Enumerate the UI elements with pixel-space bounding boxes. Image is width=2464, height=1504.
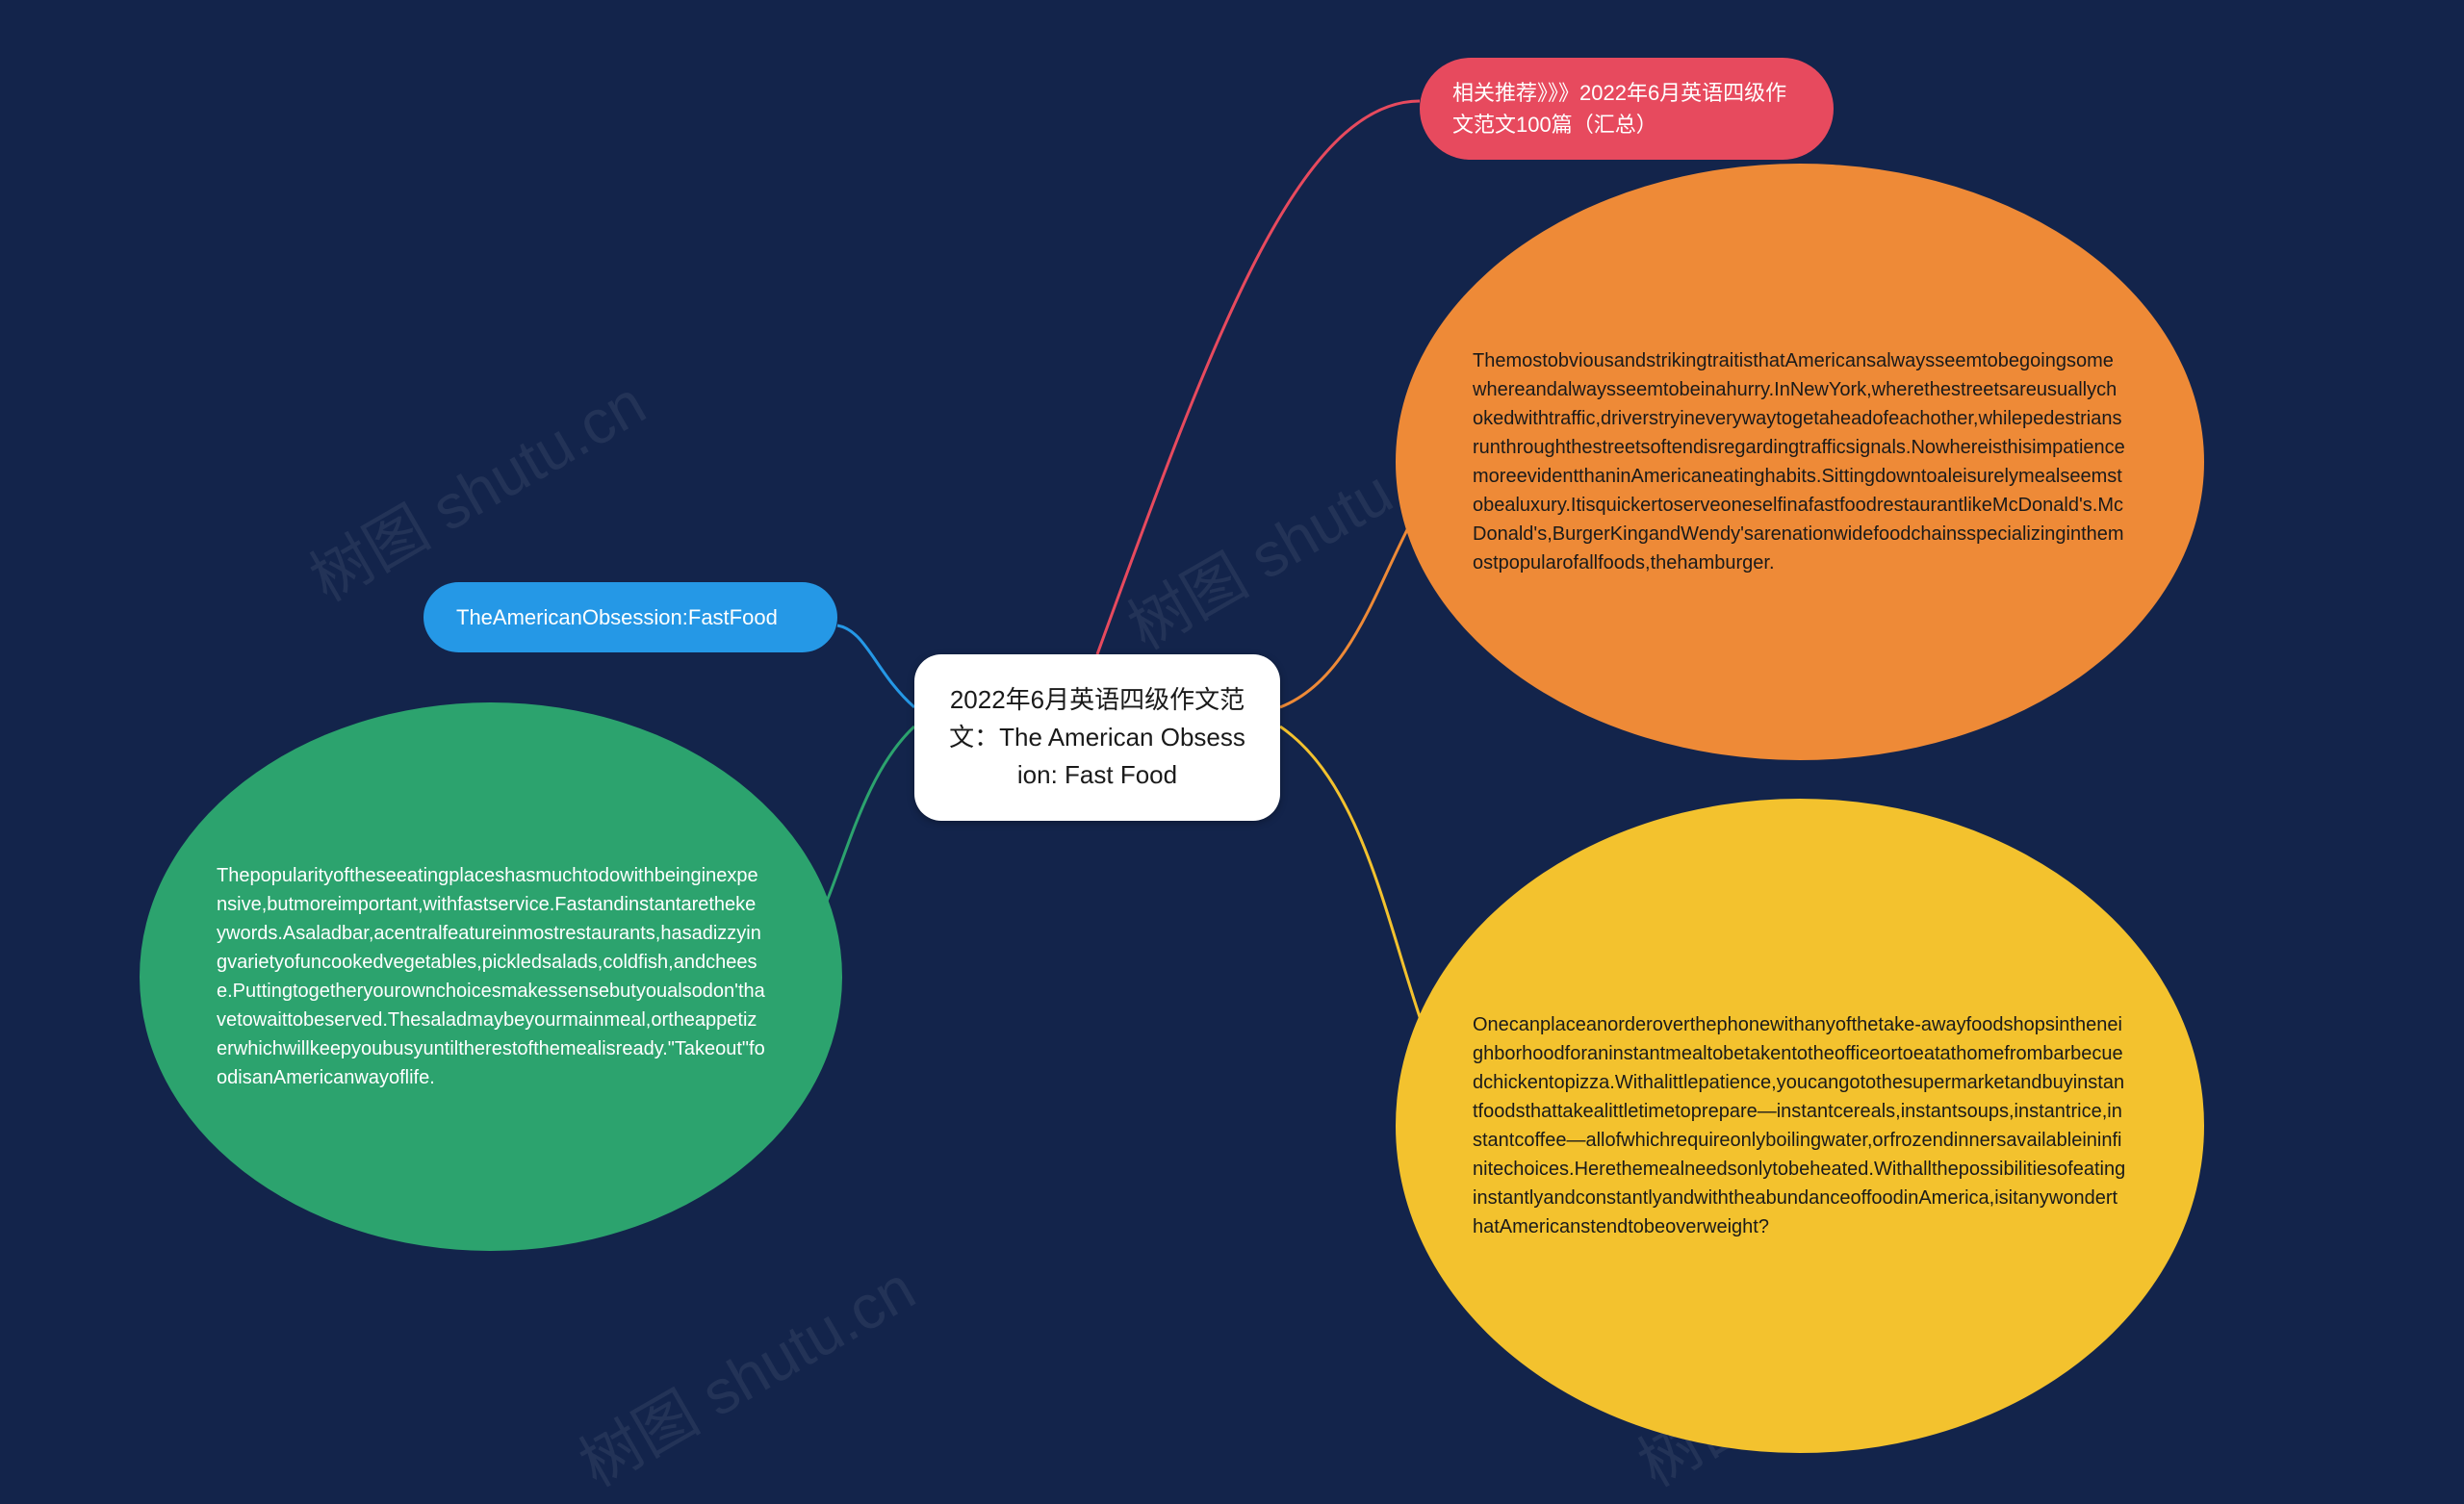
watermark: 树图 shutu.cn <box>292 355 659 619</box>
node-orange-para[interactable]: ThemostobviousandstrikingtraitisthatAmer… <box>1396 164 2204 760</box>
node-red-recommend[interactable]: 相关推荐》》》2022年6月英语四级作文范文100篇（汇总） <box>1420 58 1834 160</box>
node-orange-text: ThemostobviousandstrikingtraitisthatAmer… <box>1473 346 2127 577</box>
edge-blue <box>837 625 914 707</box>
edge-red <box>1097 101 1420 654</box>
node-green-para[interactable]: Thepopularityoftheseeatingplaceshasmucht… <box>140 702 842 1251</box>
node-yellow-para[interactable]: Onecanplaceanorderoverthephonewithanyoft… <box>1396 799 2204 1453</box>
watermark: 树图 shutu.cn <box>561 1240 929 1504</box>
node-green-text: Thepopularityoftheseeatingplaceshasmucht… <box>217 861 765 1092</box>
center-node[interactable]: 2022年6月英语四级作文范文：The American Obsession: … <box>914 654 1280 821</box>
node-yellow-text: Onecanplaceanorderoverthephonewithanyoft… <box>1473 1010 2127 1241</box>
node-blue-title[interactable]: TheAmericanObsession:FastFood <box>424 582 837 652</box>
